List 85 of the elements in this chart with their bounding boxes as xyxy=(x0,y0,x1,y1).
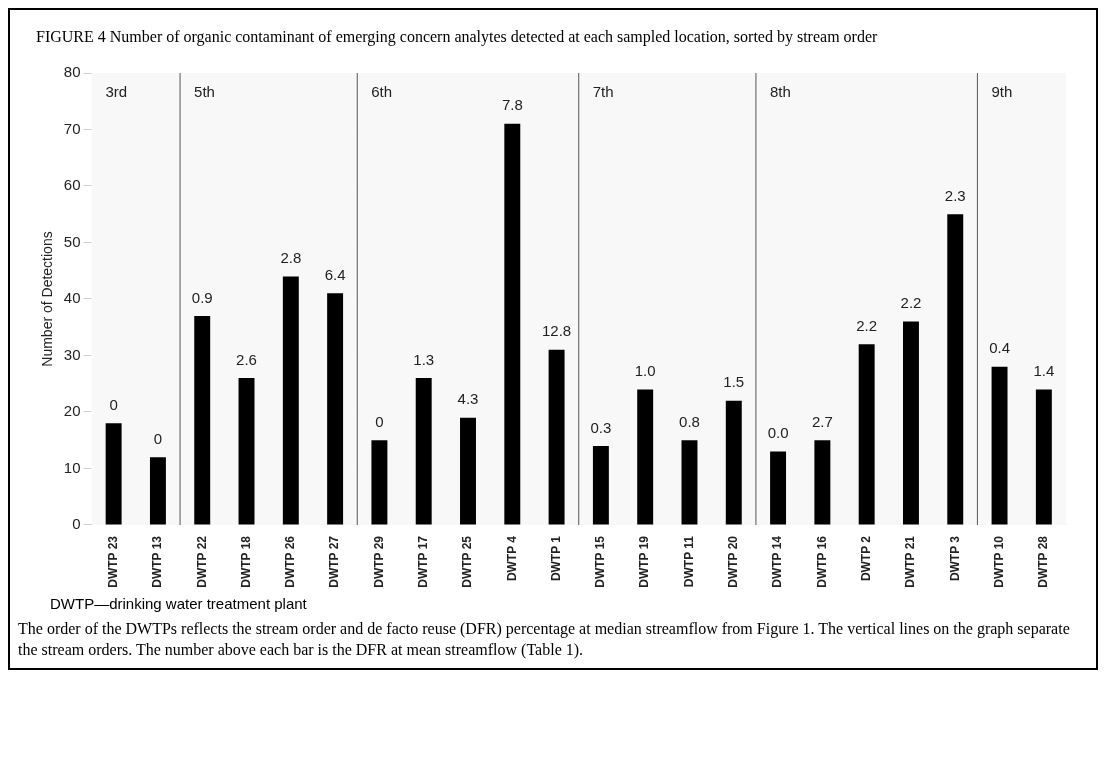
x-tick-label: DWTP 26 xyxy=(283,535,298,588)
annotation: 2.6 xyxy=(236,350,257,368)
x-tick-label: DWTP 15 xyxy=(593,535,608,588)
x-tick-label: DWTP 29 xyxy=(371,535,386,588)
bar xyxy=(327,293,344,525)
annotation: 6.4 xyxy=(324,265,346,283)
bar xyxy=(991,366,1008,525)
annotation: 0.0 xyxy=(767,424,789,442)
x-tick-label: DWTP 23 xyxy=(105,535,120,588)
y-tick-label: 70 xyxy=(63,119,81,137)
band-label: 9th xyxy=(991,82,1013,100)
bar xyxy=(194,315,211,525)
y-tick-label: 10 xyxy=(63,458,81,476)
chart-title: FIGURE 4 Number of organic contaminant of emerging concern analytes detected at each sampled location, sorted by stream order xyxy=(36,27,879,47)
bar xyxy=(814,440,831,525)
band-label: 7th xyxy=(592,82,614,100)
annotation: 0 xyxy=(109,395,118,413)
bar xyxy=(105,423,122,525)
bar xyxy=(681,440,698,525)
annotation: 7.8 xyxy=(501,96,523,114)
annotation: 2.8 xyxy=(280,249,302,267)
y-tick-label: 50 xyxy=(63,232,81,250)
annotation: 1.3 xyxy=(413,350,435,368)
y-tick-label: 60 xyxy=(63,176,81,194)
annotation: 0 xyxy=(375,412,384,430)
bar xyxy=(548,349,565,525)
x-tick-label: DWTP 22 xyxy=(194,535,209,588)
annotation: 1.0 xyxy=(634,362,656,380)
text: The order of the DWTPs reflects the stream order and de facto reuse (DFR) percentage at median streamflow from Figure 1. The vertical lines on the graph separate the stream orders. The number above each bar is the DFR at mean streamflow (Table 1). xyxy=(18,619,1071,660)
x-tick-label: DWTP 4 xyxy=(504,535,519,582)
bar xyxy=(504,123,521,525)
band-label: 3rd xyxy=(105,82,128,100)
bar xyxy=(238,378,255,525)
bar xyxy=(637,389,654,525)
x-tick-label: DWTP 14 xyxy=(770,535,785,588)
x-tick-label: DWTP 17 xyxy=(416,535,431,588)
bar xyxy=(415,378,432,525)
bar xyxy=(1035,389,1052,525)
x-tick-label: DWTP 2 xyxy=(858,535,873,582)
text: DWTP—drinking water treatment plant xyxy=(50,595,308,612)
bar xyxy=(149,457,166,525)
x-tick-label: DWTP 1 xyxy=(548,535,563,582)
x-tick-label: DWTP 3 xyxy=(947,535,962,582)
annotation: 2.2 xyxy=(856,316,878,334)
y-axis-title: Number of Detections xyxy=(39,231,56,367)
annotation: 12.8 xyxy=(541,322,572,340)
annotation: 1.4 xyxy=(1033,362,1055,380)
y-tick-label: 80 xyxy=(63,63,81,81)
annotation: 0 xyxy=(153,429,163,447)
annotation: 0.8 xyxy=(679,412,700,430)
band-label: 5th xyxy=(194,82,215,100)
x-tick-label: DWTP 10 xyxy=(991,535,1006,588)
x-tick-label: DWTP 11 xyxy=(681,535,696,588)
y-tick-label: 20 xyxy=(63,402,81,420)
bar xyxy=(902,321,919,525)
annotation: 4.3 xyxy=(457,390,479,408)
x-tick-label: DWTP 19 xyxy=(637,535,652,588)
x-tick-label: DWTP 27 xyxy=(327,535,342,588)
bar xyxy=(770,451,787,525)
bar xyxy=(371,440,388,525)
annotation: 2.3 xyxy=(944,186,966,204)
x-tick-label: DWTP 20 xyxy=(726,535,741,588)
annotation: 1.5 xyxy=(723,373,745,391)
x-tick-label: DWTP 13 xyxy=(150,535,165,588)
x-tick-label: DWTP 21 xyxy=(903,535,918,588)
x-tick-label: DWTP 28 xyxy=(1036,535,1051,588)
bar xyxy=(725,400,742,525)
x-tick-label: DWTP 16 xyxy=(814,535,829,588)
band-label: 6th xyxy=(371,82,393,100)
bar xyxy=(592,445,609,525)
bar xyxy=(858,344,875,525)
y-tick-label: 40 xyxy=(63,289,81,307)
annotation: 0.9 xyxy=(191,288,213,306)
annotation: 0.4 xyxy=(989,339,1010,357)
bar xyxy=(947,214,964,525)
x-tick-label: DWTP 25 xyxy=(460,535,475,588)
bar xyxy=(282,276,299,525)
y-tick-label: 0 xyxy=(72,515,81,533)
band-label: 8th xyxy=(769,82,791,100)
bar xyxy=(460,417,476,525)
x-tick-label: DWTP 18 xyxy=(238,535,253,588)
annotation: 0.3 xyxy=(590,418,612,436)
y-tick-label: 30 xyxy=(63,345,81,363)
annotation: 2.2 xyxy=(900,294,922,312)
annotation: 2.7 xyxy=(811,412,833,430)
